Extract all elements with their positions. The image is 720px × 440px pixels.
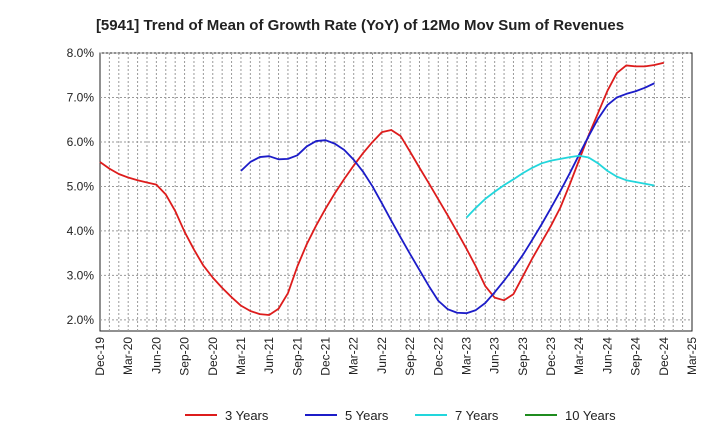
x-tick-label: Mar-21	[234, 337, 248, 375]
y-axis: 2.0% 3.0% 4.0% 5.0% 6.0% 7.0% 8.0%	[67, 46, 95, 327]
x-tick-label: Mar-23	[459, 337, 473, 375]
y-tick-label: 7.0%	[67, 90, 95, 104]
series-lines	[99, 61, 665, 316]
legend: 3 Years 5 Years 7 Years 10 Years	[185, 408, 616, 423]
x-tick-label: Sep-23	[516, 337, 530, 376]
x-tick-label: Jun-24	[600, 337, 614, 374]
legend-label: 10 Years	[565, 408, 616, 423]
legend-label: 7 Years	[455, 408, 499, 423]
y-tick-label: 5.0%	[67, 179, 95, 193]
legend-label: 3 Years	[225, 408, 269, 423]
y-tick-label: 3.0%	[67, 268, 95, 282]
x-tick-label: Dec-19	[93, 337, 107, 376]
series-line-3-years	[99, 61, 665, 316]
y-tick-label: 8.0%	[67, 46, 95, 60]
x-tick-label: Dec-24	[657, 337, 671, 376]
x-tick-label: Dec-22	[431, 337, 445, 376]
series-line-7-years	[465, 154, 655, 219]
x-tick-label: Sep-24	[629, 337, 643, 376]
x-tick-label: Sep-20	[178, 337, 192, 376]
legend-label: 5 Years	[345, 408, 389, 423]
x-tick-label: Jun-22	[375, 337, 389, 374]
x-tick-label: Jun-20	[149, 337, 163, 374]
x-tick-label: Mar-20	[121, 337, 135, 375]
x-tick-label: Mar-24	[572, 337, 586, 375]
y-tick-label: 2.0%	[67, 313, 95, 327]
x-tick-label: Sep-21	[290, 337, 304, 376]
plot-area	[99, 52, 693, 332]
x-axis: Dec-19 Mar-20 Jun-20 Sep-20 Dec-20 Mar-21 Jun-…	[93, 337, 699, 376]
x-tick-label: Sep-22	[403, 337, 417, 376]
grid-lines	[100, 52, 692, 331]
x-tick-label: Mar-22	[347, 337, 361, 375]
x-tick-label: Jun-21	[262, 337, 276, 374]
x-tick-label: Jun-23	[488, 337, 502, 374]
x-tick-label: Dec-20	[206, 337, 220, 376]
y-tick-label: 6.0%	[67, 135, 95, 149]
x-tick-label: Dec-23	[544, 337, 558, 376]
x-tick-label: Dec-21	[319, 337, 333, 376]
y-tick-label: 4.0%	[67, 224, 95, 238]
series-line-5-years	[240, 82, 655, 315]
chart-title: [5941] Trend of Mean of Growth Rate (YoY…	[96, 17, 624, 34]
x-tick-label: Mar-25	[685, 337, 699, 375]
